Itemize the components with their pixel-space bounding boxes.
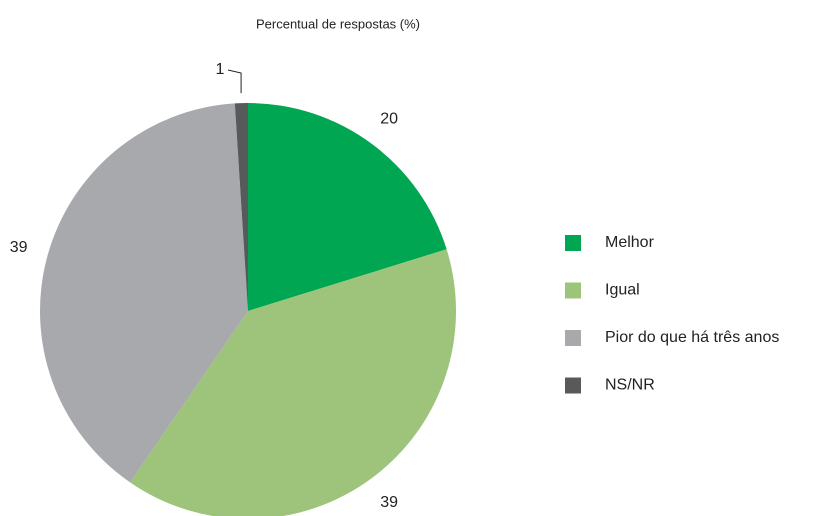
legend-label: Pior do que há três anos [605,329,779,346]
legend-label: NS/NR [605,377,655,394]
legend-label: Igual [605,282,640,299]
legend-swatch [565,282,581,299]
pie-slice [130,249,456,516]
pie-slice [234,103,248,311]
legend-label: Melhor [605,234,655,251]
data-label: 39 [10,239,28,256]
pie-slice [39,103,249,483]
data-label: 20 [380,111,398,128]
leader-line [227,69,242,94]
data-label: 1 [216,61,225,78]
pie-slice [248,103,447,311]
legend-swatch [565,235,581,251]
legend-swatch [565,330,581,346]
legend-swatch [565,377,581,394]
chart-title: Percentual de respostas (%) [256,16,420,31]
data-label: 39 [380,494,398,511]
